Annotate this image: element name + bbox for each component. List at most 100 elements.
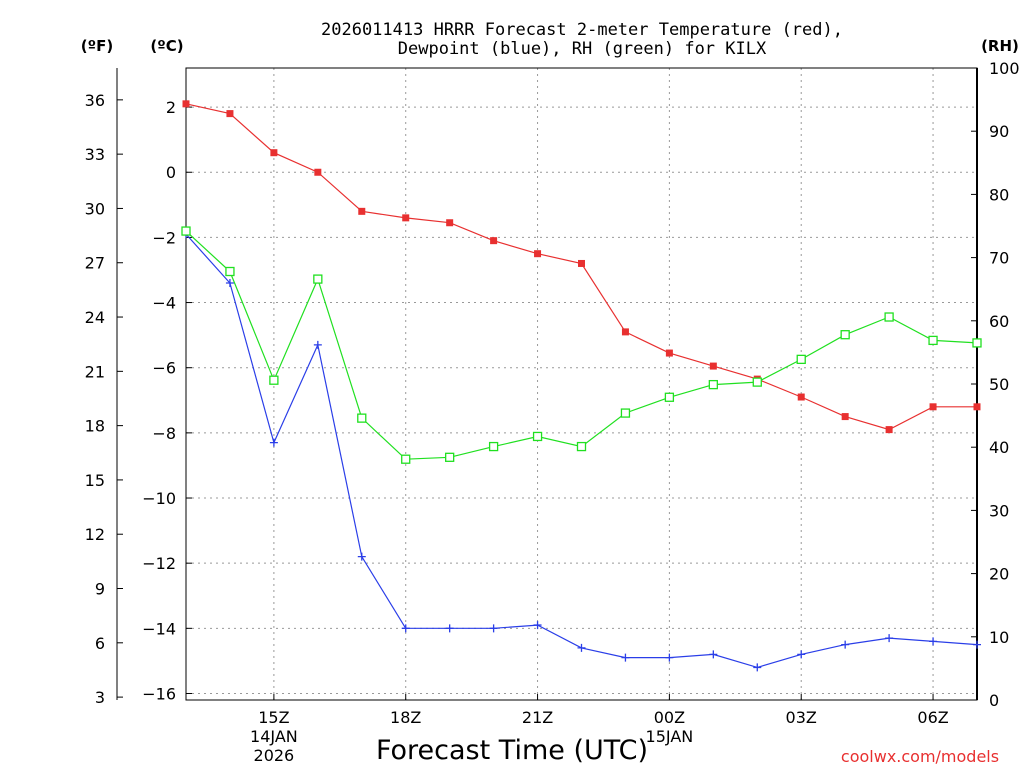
dewpoint-point xyxy=(841,640,850,649)
fahrenheit-tick-label: 24 xyxy=(85,308,105,327)
rh-point xyxy=(664,392,675,402)
rh-point xyxy=(357,413,367,423)
fahrenheit-tick-label: 36 xyxy=(85,91,105,110)
rh-point xyxy=(620,408,631,418)
rh-point xyxy=(488,441,499,452)
rh-tick-label: 20 xyxy=(989,565,1009,584)
dewpoint-point xyxy=(929,637,938,646)
celsius-tick-label: −6 xyxy=(152,359,176,378)
temperature-point xyxy=(182,100,190,108)
celsius-tick-label: −12 xyxy=(142,554,176,573)
fahrenheit-tick-label: 30 xyxy=(85,199,105,218)
rh-point xyxy=(576,441,587,452)
celsius-tick-label: −14 xyxy=(142,619,176,638)
fahrenheit-tick-label: 21 xyxy=(85,362,105,381)
celsius-tick-label: 0 xyxy=(166,163,176,182)
rh-point xyxy=(752,377,762,387)
celsius-tick-label: −10 xyxy=(142,489,176,508)
dewpoint-point xyxy=(269,438,278,447)
temperature-point xyxy=(621,328,629,336)
axis-ticks: 20−2−4−6−8−10−12−14−16363330272421181512… xyxy=(85,59,1020,765)
rh-point xyxy=(884,312,894,322)
fahrenheit-unit-label: (ºF) xyxy=(81,37,113,55)
fahrenheit-tick-label: 3 xyxy=(95,688,105,707)
dewpoint-point xyxy=(225,279,234,288)
time-tick-label: 21Z xyxy=(522,708,553,727)
dewpoint-point xyxy=(709,650,718,659)
dewpoint-point xyxy=(401,624,410,633)
dewpoint-point xyxy=(489,624,498,633)
temperature-point xyxy=(534,250,542,258)
temperature-point xyxy=(885,426,893,434)
time-tick-label: 03Z xyxy=(786,708,817,727)
celsius-unit-label: (ºC) xyxy=(150,37,183,55)
rh-tick-label: 30 xyxy=(989,501,1009,520)
rh-point xyxy=(401,454,411,464)
year-label: 2026 xyxy=(254,746,295,765)
fahrenheit-tick-label: 12 xyxy=(85,525,105,544)
rh-tick-label: 40 xyxy=(989,438,1009,457)
rh-point xyxy=(796,354,806,365)
fahrenheit-tick-label: 18 xyxy=(85,417,105,436)
dewpoint-point xyxy=(885,634,894,643)
temperature-point xyxy=(226,110,234,118)
dewpoint-point xyxy=(313,340,322,349)
dewpoint-point xyxy=(577,643,586,652)
rh-unit-label: (RH) xyxy=(981,37,1019,55)
rh-point xyxy=(225,266,235,277)
fahrenheit-tick-label: 27 xyxy=(85,254,105,273)
rh-point xyxy=(313,274,323,284)
chart-title-line-2: Dewpoint (blue), RH (green) for KILX xyxy=(398,39,767,59)
rh-tick-label: 90 xyxy=(989,122,1009,141)
dewpoint-point xyxy=(753,663,762,672)
date-label: 14JAN xyxy=(250,727,298,746)
time-tick-label: 00Z xyxy=(654,708,685,727)
date-label: 15JAN xyxy=(646,727,694,746)
chart-title-line-1: 2026011413 HRRR Forecast 2-meter Tempera… xyxy=(321,20,843,40)
dewpoint-point xyxy=(445,624,454,633)
dewpoint-point xyxy=(665,653,674,662)
fahrenheit-tick-label: 6 xyxy=(95,634,105,653)
rh-point xyxy=(972,338,982,348)
rh-tick-label: 100 xyxy=(989,59,1020,78)
rh-tick-label: 60 xyxy=(989,312,1009,331)
temperature-point xyxy=(841,413,849,421)
rh-tick-label: 0 xyxy=(989,691,999,710)
temperature-point xyxy=(709,362,717,370)
celsius-tick-label: −2 xyxy=(152,228,176,247)
rh-tick-label: 50 xyxy=(989,375,1009,394)
temperature-point xyxy=(665,349,673,357)
temperature-point xyxy=(270,149,278,157)
temperature-point xyxy=(402,214,410,222)
rh-point xyxy=(840,330,850,340)
rh-point xyxy=(928,335,938,346)
time-tick-label: 15Z xyxy=(258,708,289,727)
rh-point xyxy=(445,452,455,462)
data-series xyxy=(181,100,982,672)
temperature-point xyxy=(797,393,805,401)
celsius-tick-label: −8 xyxy=(152,424,176,443)
temperature-point xyxy=(973,403,981,411)
rh-tick-label: 80 xyxy=(989,185,1009,204)
temperature-point xyxy=(578,259,585,267)
time-tick-label: 18Z xyxy=(390,708,421,727)
celsius-tick-label: −16 xyxy=(142,684,176,703)
temperature-point xyxy=(490,237,498,245)
temperature-point xyxy=(358,207,366,215)
rh-point xyxy=(269,375,279,385)
temperature-point xyxy=(314,168,322,176)
temperature-point xyxy=(929,403,937,411)
fahrenheit-tick-label: 9 xyxy=(95,580,105,599)
rh-point xyxy=(181,226,191,236)
rh-tick-label: 10 xyxy=(989,628,1009,647)
time-tick-label: 06Z xyxy=(917,708,948,727)
rh-tick-label: 70 xyxy=(989,249,1009,268)
celsius-tick-label: 2 xyxy=(166,98,176,117)
fahrenheit-tick-label: 15 xyxy=(85,471,105,490)
x-axis-title: Forecast Time (UTC) xyxy=(376,735,648,766)
celsius-tick-label: −4 xyxy=(152,294,176,313)
temperature-point xyxy=(446,219,454,227)
dewpoint-point xyxy=(621,653,630,662)
